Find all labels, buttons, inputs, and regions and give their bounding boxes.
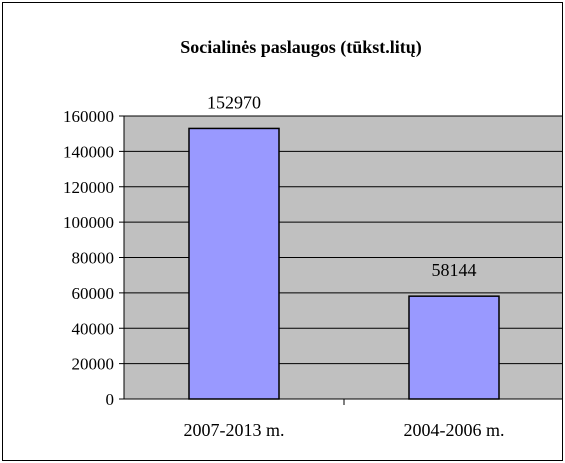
- y-tick-label: 60000: [72, 284, 115, 303]
- bars: [188, 127, 500, 400]
- y-tick-label: 120000: [63, 178, 114, 197]
- data-labels: 152970 58144: [207, 92, 477, 280]
- y-tick-label: 80000: [72, 249, 115, 268]
- x-tick-label: 2007-2013 m.: [184, 420, 285, 440]
- y-tick-label: 160000: [63, 107, 114, 126]
- bar-chart: Socialinės paslaugos (tūkst.litų) 0 20000…: [63, 37, 562, 440]
- y-tick-label: 0: [106, 390, 115, 409]
- chart-title: Socialinės paslaugos (tūkst.litų): [180, 37, 422, 58]
- y-tick-label: 100000: [63, 213, 114, 232]
- x-axis-ticks: 2007-2013 m. 2004-2006 m.: [184, 420, 505, 440]
- data-label: 58144: [432, 260, 477, 280]
- bar-1: [408, 295, 500, 400]
- x-tick-label: 2004-2006 m.: [404, 420, 505, 440]
- y-axis-ticks: 0 20000 40000 60000 80000 100000 120000 140000 1…: [63, 107, 114, 409]
- data-label: 152970: [207, 92, 261, 112]
- y-tick-label: 20000: [72, 355, 115, 374]
- y-tick-label: 40000: [72, 319, 115, 338]
- axes: [119, 115, 562, 405]
- y-tick-label: 140000: [63, 142, 114, 161]
- bar-0: [188, 127, 280, 400]
